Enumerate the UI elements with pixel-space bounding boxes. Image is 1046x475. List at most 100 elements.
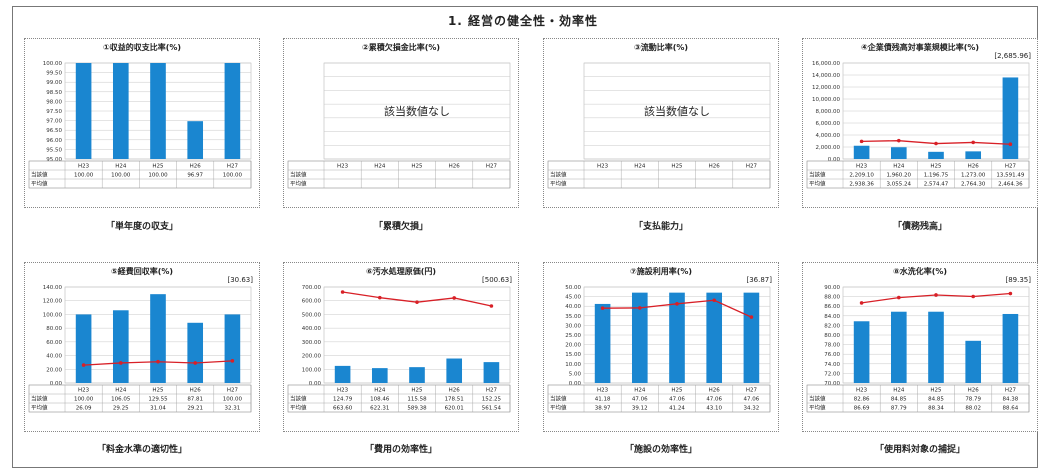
y-tick-label: 40.00 xyxy=(46,354,62,360)
average-point xyxy=(971,294,975,299)
bar xyxy=(928,311,944,383)
data-label: 2,938.36 xyxy=(849,182,874,188)
chart-panel-c2: ②累積欠損金比率(%) 該当数値なし H23 H24 H25 H26 H27 当該値 平均値 xyxy=(283,38,519,208)
y-tick-label: 100.00 xyxy=(43,312,63,318)
y-tick-label: 16,000.00 xyxy=(812,61,840,67)
table-row-label: 平均値 xyxy=(290,404,307,412)
average-point xyxy=(193,361,197,365)
table-row-label: 当該値 xyxy=(550,395,567,403)
data-label: 87.79 xyxy=(891,406,907,412)
y-tick-label: 4,000.00 xyxy=(816,133,841,139)
y-tick-label: 200.00 xyxy=(302,354,322,360)
x-tick-label: H24 xyxy=(893,388,905,394)
table-row-label: 当該値 xyxy=(809,395,826,403)
data-label: 178.51 xyxy=(445,397,464,403)
chart-svg: 50.00 45.00 40.00 35.00 30.00 25.00 20.00 15.00… xyxy=(547,285,771,413)
x-tick-label: H27 xyxy=(1005,388,1017,394)
y-tick-label: 35.00 xyxy=(565,314,581,320)
bar xyxy=(706,292,723,383)
y-tick-label: 10,000.00 xyxy=(812,97,840,103)
bar xyxy=(446,358,463,383)
bar xyxy=(150,294,166,383)
bar xyxy=(75,314,92,383)
x-tick-label: H23 xyxy=(337,388,349,394)
x-tick-label: H23 xyxy=(78,164,90,170)
chart-caption: 「施設の効率性」 xyxy=(624,445,697,455)
y-tick-label: 97.50 xyxy=(46,109,62,115)
bar xyxy=(594,303,611,383)
y-tick-label: 500.00 xyxy=(302,312,322,318)
x-tick-label: H25 xyxy=(930,388,942,394)
y-tick-label: 84.00 xyxy=(824,314,840,320)
no-data-label: 該当数値なし xyxy=(644,104,710,118)
table-row-label: 平均値 xyxy=(550,404,567,412)
average-point xyxy=(452,296,456,300)
y-tick-label: 99.50 xyxy=(46,71,62,77)
x-tick-label: H24 xyxy=(115,388,127,394)
data-label: 1,273.00 xyxy=(961,173,986,179)
table-row-label: 平均値 xyxy=(809,180,826,188)
table-row-label: 平均値 xyxy=(550,180,567,188)
y-tick-label: 5.00 xyxy=(569,371,582,377)
overall-average-label: [30.63] xyxy=(227,276,253,284)
y-tick-label: 6,000.00 xyxy=(816,121,841,127)
y-tick-label: 20.00 xyxy=(46,367,62,373)
data-label: 129.55 xyxy=(148,397,168,403)
data-label: 39.12 xyxy=(632,406,648,412)
data-label: 2,764.30 xyxy=(961,182,986,188)
bar xyxy=(334,365,351,383)
average-point xyxy=(1008,142,1013,147)
chart-caption: 「使用料対象の捕捉」 xyxy=(874,445,965,455)
bar xyxy=(853,321,870,383)
data-label: 1,960.20 xyxy=(887,173,912,179)
data-table xyxy=(28,160,252,189)
data-label: 100.00 xyxy=(111,173,131,179)
x-tick-label: H26 xyxy=(190,388,202,394)
x-tick-label: H24 xyxy=(893,164,905,170)
x-tick-label: H27 xyxy=(486,388,498,394)
y-tick-label: 0.00 xyxy=(50,381,63,387)
data-label: 2,464.36 xyxy=(998,182,1023,188)
average-point xyxy=(712,298,716,303)
bar xyxy=(224,314,241,383)
data-label: 84.85 xyxy=(928,397,944,403)
data-label: 31.04 xyxy=(150,406,166,412)
x-tick-label: H26 xyxy=(190,164,202,170)
x-tick-label: H27 xyxy=(1005,164,1017,170)
x-tick-label: H25 xyxy=(411,388,423,394)
y-tick-label: 0.00 xyxy=(569,381,582,387)
chart-panel-c1: ①収益的収支比率(%) 100.00 99.50 99.00 98.50 98.00 97.… xyxy=(24,38,260,208)
average-point xyxy=(415,300,419,304)
data-label: 43.10 xyxy=(706,406,722,412)
data-table xyxy=(287,160,511,189)
table-row-label: 当該値 xyxy=(290,395,307,403)
average-point xyxy=(675,302,679,306)
x-tick-label: H26 xyxy=(449,164,461,170)
data-label: 561.54 xyxy=(482,406,502,412)
y-tick-label: 86.00 xyxy=(824,304,840,310)
chart-svg: 700.00 600.00 500.00 400.00 300.00 200.00 100.… xyxy=(287,285,511,413)
bar xyxy=(112,63,129,159)
y-tick-label: 90.00 xyxy=(824,285,840,291)
data-label: 32.31 xyxy=(225,406,241,412)
overall-average-label: [500.63] xyxy=(482,276,512,284)
data-label: 100.00 xyxy=(148,173,168,179)
y-tick-label: 8,000.00 xyxy=(816,109,841,115)
average-point xyxy=(119,361,123,365)
data-label: 589.38 xyxy=(407,406,427,412)
data-label: 96.97 xyxy=(187,173,203,179)
average-point xyxy=(971,140,975,145)
bar xyxy=(928,151,944,159)
y-tick-label: 72.00 xyxy=(824,371,840,377)
data-label: 34.32 xyxy=(744,406,760,412)
data-label: 100.00 xyxy=(223,173,243,179)
y-tick-label: 40.00 xyxy=(565,304,581,310)
chart-caption: 「支払能力」 xyxy=(633,222,688,232)
y-tick-label: 80.00 xyxy=(46,326,62,332)
average-point xyxy=(1008,291,1013,296)
x-tick-label: H24 xyxy=(634,388,646,394)
data-label: 13,591.49 xyxy=(996,173,1024,179)
y-tick-label: 25.00 xyxy=(565,333,581,339)
y-tick-label: 97.00 xyxy=(46,119,62,125)
average-point xyxy=(749,315,754,319)
